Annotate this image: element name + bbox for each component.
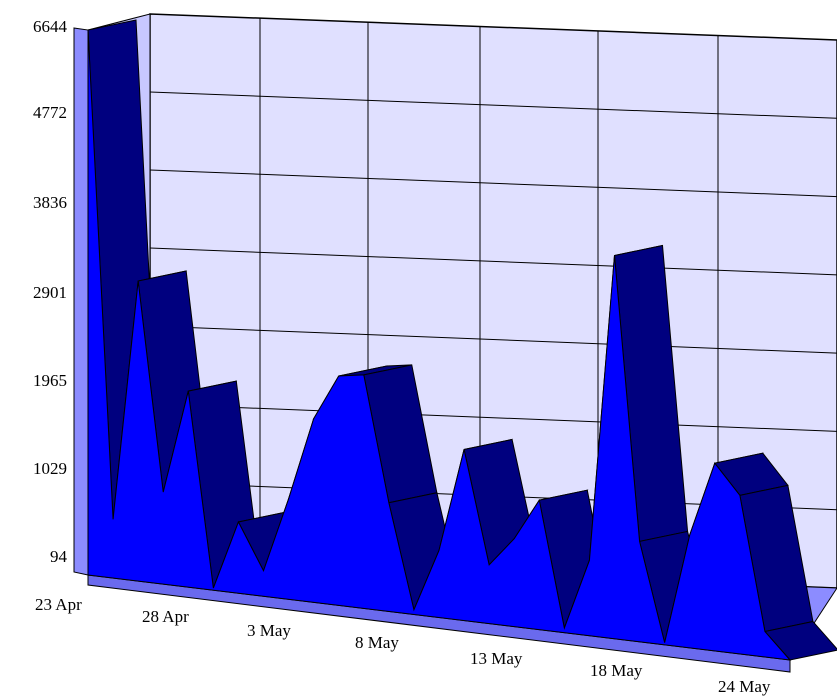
y-tick-label: 4772 [33, 103, 67, 122]
x-tick-label: 24 May [718, 677, 771, 696]
grid-line-horizontal [149, 169, 837, 198]
grid-line-horizontal [149, 91, 837, 119]
y-axis: 94 1029 1965 2901 3836 4772 6644 [33, 17, 68, 566]
grid-line-horizontal [149, 325, 837, 354]
x-tick-label: 23 Apr [35, 595, 82, 614]
ribbon-front-area [87, 29, 792, 661]
x-axis: 23 Apr 28 Apr 3 May 8 May 13 May 18 May 24 May [35, 595, 771, 696]
x-tick-label: 28 Apr [142, 607, 189, 626]
grid-line-horizontal [149, 403, 837, 432]
y-tick-label: 2901 [33, 283, 67, 302]
grid-line-horizontal [149, 247, 837, 276]
y-tick-label: 94 [50, 547, 68, 566]
x-tick-label: 18 May [590, 661, 643, 680]
grid [149, 14, 837, 584]
left-wall-edge [73, 27, 89, 576]
y-tick-label: 1965 [33, 371, 67, 390]
y-tick-label: 1029 [33, 459, 67, 478]
y-tick-label: 3836 [33, 193, 67, 212]
x-tick-label: 3 May [247, 621, 291, 640]
y-tick-label: 6644 [33, 17, 68, 36]
x-tick-label: 13 May [470, 649, 523, 668]
data-ribbon [87, 19, 837, 661]
x-tick-label: 8 May [355, 633, 399, 652]
